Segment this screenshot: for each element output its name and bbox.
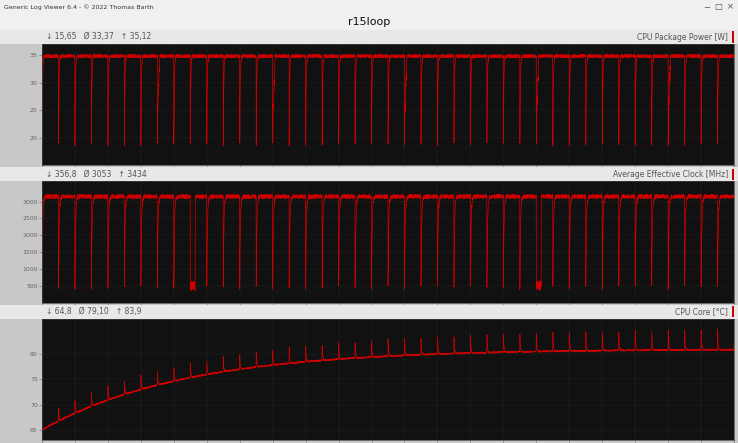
X-axis label: Time: Time <box>379 176 396 182</box>
Text: ↓ 64,8   Ø 79,10   ↑ 83,9: ↓ 64,8 Ø 79,10 ↑ 83,9 <box>46 307 141 316</box>
Text: □: □ <box>714 3 722 12</box>
Text: ─: ─ <box>704 3 708 12</box>
Bar <box>732 31 734 43</box>
Text: CPU Package Power [W]: CPU Package Power [W] <box>637 32 728 42</box>
Text: ↓ 15,65   Ø 33,37   ↑ 35,12: ↓ 15,65 Ø 33,37 ↑ 35,12 <box>46 32 151 42</box>
Text: r15loop: r15loop <box>348 17 390 27</box>
Bar <box>732 169 734 180</box>
Text: ↓ 356,8   Ø 3053   ↑ 3434: ↓ 356,8 Ø 3053 ↑ 3434 <box>46 170 146 179</box>
Text: ×: × <box>726 3 734 12</box>
Text: Average Effective Clock [MHz]: Average Effective Clock [MHz] <box>613 170 728 179</box>
X-axis label: Time: Time <box>379 313 396 319</box>
Text: CPU Core [°C]: CPU Core [°C] <box>675 307 728 316</box>
Text: Generic Log Viewer 6.4 - © 2022 Thomas Barth: Generic Log Viewer 6.4 - © 2022 Thomas B… <box>4 4 154 10</box>
Bar <box>732 306 734 317</box>
